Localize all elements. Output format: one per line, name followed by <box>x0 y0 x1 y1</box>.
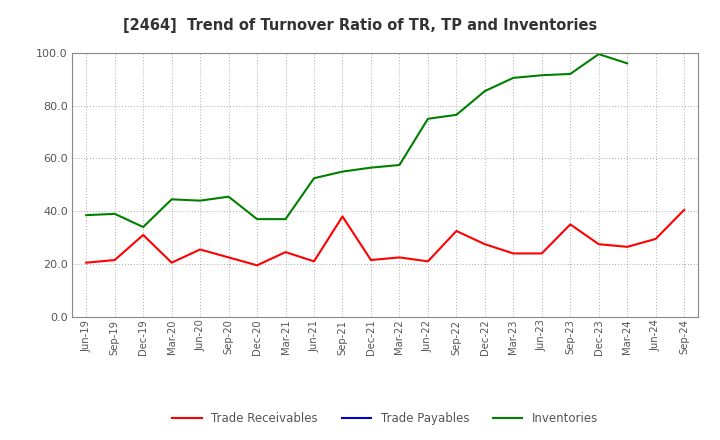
Text: [2464]  Trend of Turnover Ratio of TR, TP and Inventories: [2464] Trend of Turnover Ratio of TR, TP… <box>123 18 597 33</box>
Inventories <box>196 198 204 203</box>
Inventories <box>253 216 261 222</box>
Inventories <box>452 112 461 117</box>
Trade Receivables <box>395 255 404 260</box>
Trade Receivables <box>282 249 290 255</box>
Inventories <box>167 197 176 202</box>
Inventories <box>566 71 575 77</box>
Trade Receivables <box>196 247 204 252</box>
Trade Receivables <box>680 207 688 213</box>
Inventories <box>595 51 603 57</box>
Trade Receivables <box>595 242 603 247</box>
Inventories <box>82 213 91 218</box>
Trade Receivables <box>253 263 261 268</box>
Inventories <box>225 194 233 199</box>
Inventories <box>423 116 432 121</box>
Trade Receivables <box>537 251 546 256</box>
Trade Receivables <box>225 255 233 260</box>
Trade Receivables <box>652 236 660 242</box>
Trade Receivables <box>167 260 176 265</box>
Trade Receivables <box>480 242 489 247</box>
Inventories <box>338 169 347 174</box>
Trade Receivables <box>82 260 91 265</box>
Inventories <box>110 211 119 216</box>
Trade Receivables <box>566 222 575 227</box>
Trade Receivables <box>310 259 318 264</box>
Inventories <box>282 216 290 222</box>
Inventories <box>366 165 375 170</box>
Trade Receivables <box>139 232 148 238</box>
Trade Receivables <box>338 214 347 219</box>
Inventories <box>537 73 546 78</box>
Line: Trade Receivables: Trade Receivables <box>86 210 684 265</box>
Trade Receivables <box>423 259 432 264</box>
Inventories <box>623 61 631 66</box>
Trade Receivables <box>623 244 631 249</box>
Trade Receivables <box>509 251 518 256</box>
Trade Receivables <box>110 257 119 263</box>
Inventories <box>480 88 489 94</box>
Inventories <box>139 224 148 230</box>
Trade Receivables <box>366 257 375 263</box>
Trade Receivables <box>452 228 461 234</box>
Inventories <box>395 162 404 168</box>
Line: Inventories: Inventories <box>86 54 627 227</box>
Inventories <box>509 75 518 81</box>
Inventories <box>310 176 318 181</box>
Legend: Trade Receivables, Trade Payables, Inventories: Trade Receivables, Trade Payables, Inven… <box>168 407 603 429</box>
